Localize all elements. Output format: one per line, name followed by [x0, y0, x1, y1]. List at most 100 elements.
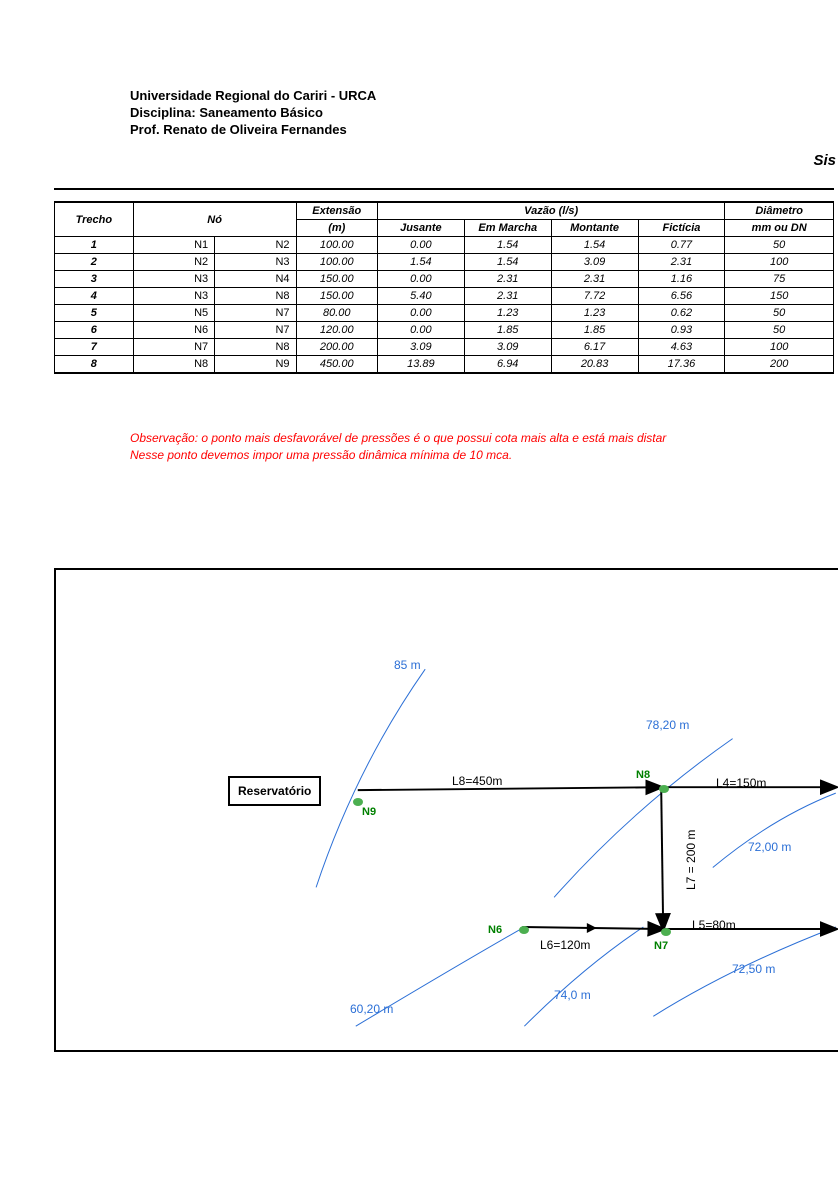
- observation-note: Observação: o ponto mais desfavorável de…: [130, 430, 830, 464]
- table-row: 5N5N780.000.001.231.230.6250: [55, 305, 834, 322]
- col-extensao-unit: (m): [296, 220, 377, 237]
- document-header: Universidade Regional do Cariri - URCA D…: [130, 88, 376, 139]
- table-cell: N2: [133, 254, 214, 271]
- table-row: 8N8N9450.0013.896.9420.8317.36200: [55, 356, 834, 374]
- table-cell: 3.09: [551, 254, 638, 271]
- table-cell: 100: [725, 339, 834, 356]
- table-cell: N8: [215, 288, 296, 305]
- table-cell: 0.00: [377, 271, 464, 288]
- table-cell: 6.17: [551, 339, 638, 356]
- table-cell: 150.00: [296, 288, 377, 305]
- col-vazao: Vazão (l/s): [377, 203, 724, 220]
- header-line-2: Disciplina: Saneamento Básico: [130, 105, 376, 122]
- table-cell: 6: [55, 322, 134, 339]
- table-cell: 1.54: [464, 237, 551, 254]
- network-node: [519, 926, 529, 934]
- col-ficticia: Fictícia: [638, 220, 725, 237]
- table-top-rule: [54, 188, 834, 202]
- table-body: 1N1N2100.000.001.541.540.77502N2N3100.00…: [55, 237, 834, 374]
- table-cell: 150: [725, 288, 834, 305]
- table-cell: 1.16: [638, 271, 725, 288]
- contour-label: 72,00 m: [748, 840, 791, 854]
- table-cell: N2: [215, 237, 296, 254]
- obs-line-2: Nesse ponto devemos impor uma pressão di…: [130, 447, 830, 464]
- table-cell: 1: [55, 237, 134, 254]
- network-node: [659, 785, 669, 793]
- edge-label: L6=120m: [540, 938, 590, 952]
- col-no: Nó: [133, 203, 296, 237]
- table-cell: 2.31: [551, 271, 638, 288]
- edge-label: L8=450m: [452, 774, 502, 788]
- table-cell: 0.77: [638, 237, 725, 254]
- network-node: [661, 928, 671, 936]
- table-cell: 13.89: [377, 356, 464, 374]
- table-cell: 0.00: [377, 322, 464, 339]
- table-cell: 7.72: [551, 288, 638, 305]
- table-row: 7N7N8200.003.093.096.174.63100: [55, 339, 834, 356]
- table-cell: 150.00: [296, 271, 377, 288]
- reservoir-box: Reservatório: [228, 776, 321, 806]
- table-cell: 450.00: [296, 356, 377, 374]
- table-cell: 3.09: [377, 339, 464, 356]
- table-cell: N4: [215, 271, 296, 288]
- table-row: 4N3N8150.005.402.317.726.56150: [55, 288, 834, 305]
- contour-label: 74,0 m: [554, 988, 591, 1002]
- table-cell: 8: [55, 356, 134, 374]
- table-cell: 0.00: [377, 305, 464, 322]
- contour-label: 85 m: [394, 658, 421, 672]
- table-cell: N8: [215, 339, 296, 356]
- table-cell: 1.85: [551, 322, 638, 339]
- table-cell: N3: [133, 271, 214, 288]
- table-cell: 2: [55, 254, 134, 271]
- contour-label: 72,50 m: [732, 962, 775, 976]
- table-cell: 20.83: [551, 356, 638, 374]
- table-row: 1N1N2100.000.001.541.540.7750: [55, 237, 834, 254]
- col-em-marcha: Em Marcha: [464, 220, 551, 237]
- col-diametro: Diâmetro: [725, 203, 834, 220]
- table-cell: 75: [725, 271, 834, 288]
- table-cell: 0.93: [638, 322, 725, 339]
- table-row: 2N2N3100.001.541.543.092.31100: [55, 254, 834, 271]
- col-montante: Montante: [551, 220, 638, 237]
- table-cell: 17.36: [638, 356, 725, 374]
- table-cell: N7: [133, 339, 214, 356]
- network-diagram: Reservatório 85 m 78,20 m 72,00 m 60,20 m 74,…: [54, 568, 838, 1052]
- table-cell: N8: [133, 356, 214, 374]
- table-cell: 3: [55, 271, 134, 288]
- table-cell: 0.00: [377, 237, 464, 254]
- table-cell: N3: [133, 288, 214, 305]
- table-cell: 1.85: [464, 322, 551, 339]
- table-cell: 2.31: [464, 271, 551, 288]
- table-cell: N9: [215, 356, 296, 374]
- table-cell: 50: [725, 322, 834, 339]
- table-cell: 5: [55, 305, 134, 322]
- table-cell: 2.31: [638, 254, 725, 271]
- table-cell: 6.56: [638, 288, 725, 305]
- node-label: N7: [654, 940, 668, 952]
- table-row: 6N6N7120.000.001.851.850.9350: [55, 322, 834, 339]
- table-cell: N6: [133, 322, 214, 339]
- col-diametro-unit: mm ou DN: [725, 220, 834, 237]
- edge-lines: [358, 787, 836, 933]
- edge-label: L4=150m: [716, 776, 766, 790]
- node-label: N8: [636, 769, 650, 781]
- table-cell: 5.40: [377, 288, 464, 305]
- table-cell: 100.00: [296, 254, 377, 271]
- table-cell: 1.54: [464, 254, 551, 271]
- table-cell: N7: [215, 305, 296, 322]
- table-cell: 200.00: [296, 339, 377, 356]
- table-cell: N1: [133, 237, 214, 254]
- table-cell: 0.62: [638, 305, 725, 322]
- table-cell: 6.94: [464, 356, 551, 374]
- contour-label: 78,20 m: [646, 718, 689, 732]
- table-cell: 100: [725, 254, 834, 271]
- header-line-3: Prof. Renato de Oliveira Fernandes: [130, 122, 376, 139]
- network-node: [353, 798, 363, 806]
- table-cell: 3.09: [464, 339, 551, 356]
- col-jusante: Jusante: [377, 220, 464, 237]
- contour-label: 60,20 m: [350, 1002, 393, 1016]
- page-title-fragment: Sis: [813, 152, 836, 169]
- data-table-container: Trecho Nó Extensão Vazão (l/s) Diâmetro …: [54, 188, 834, 374]
- table-cell: 1.54: [377, 254, 464, 271]
- table-cell: N5: [133, 305, 214, 322]
